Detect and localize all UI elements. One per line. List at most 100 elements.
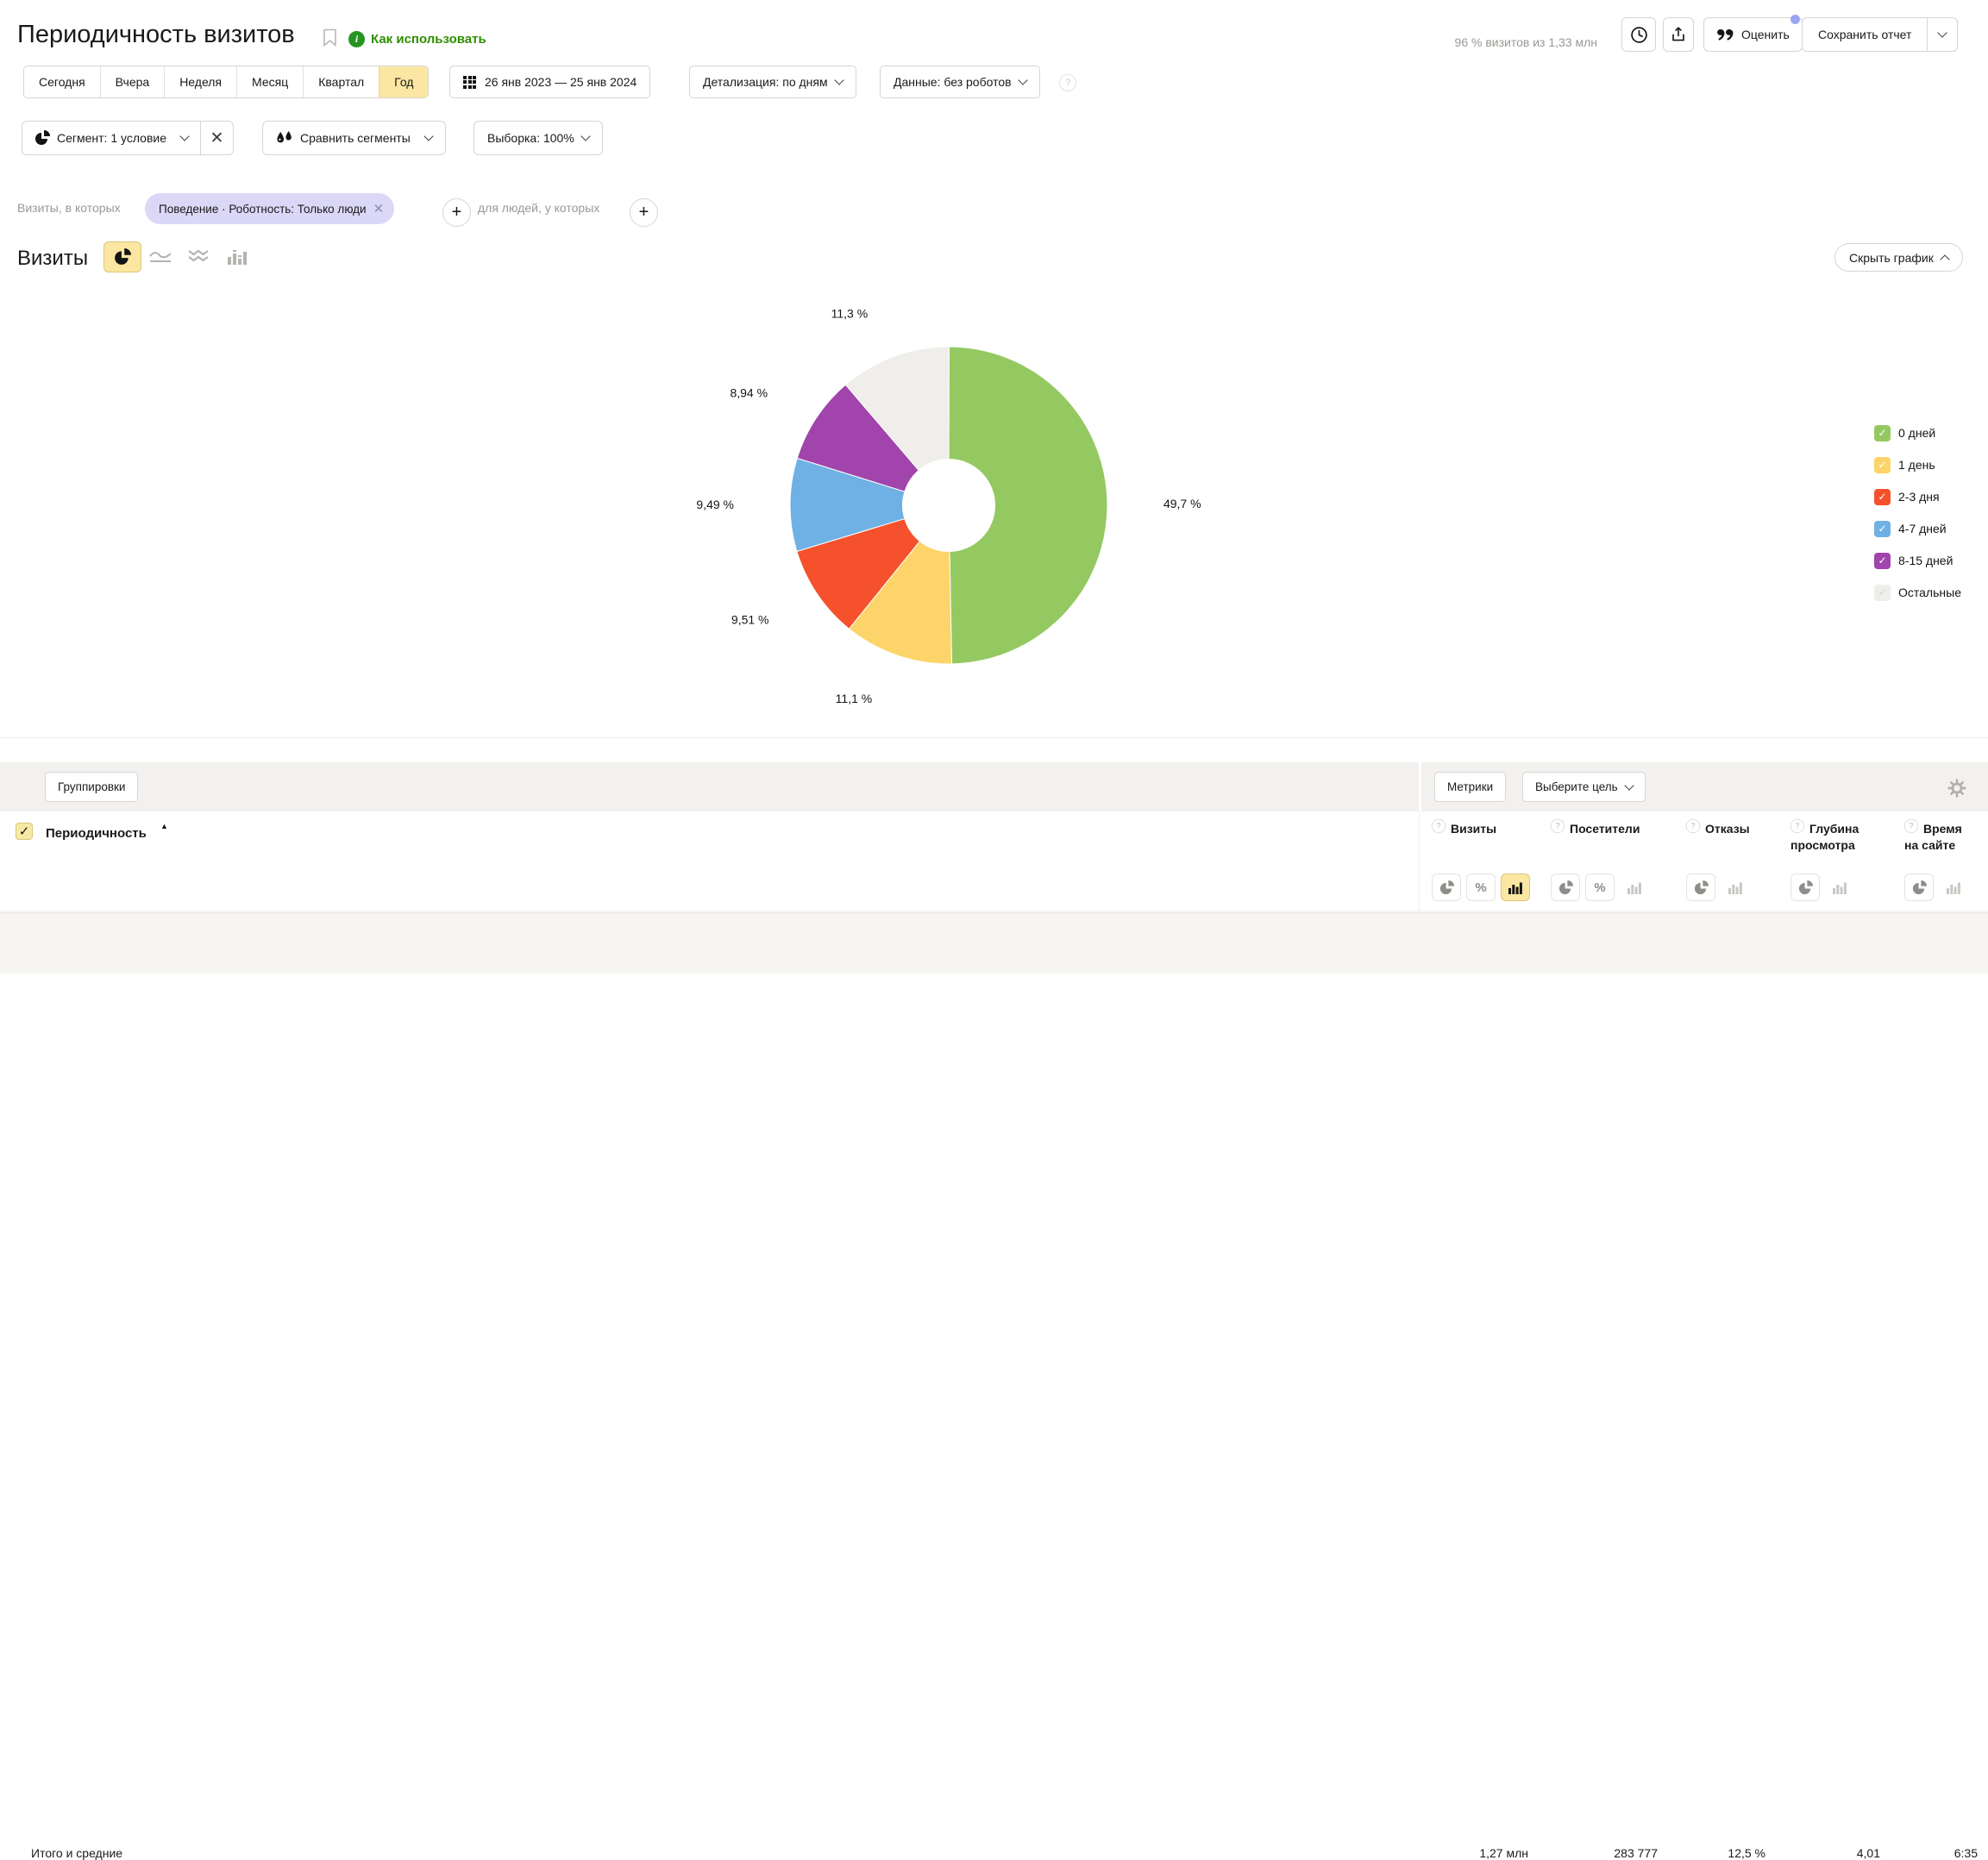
metric-mode-pie-button[interactable]: [1686, 874, 1715, 901]
bar-mode-icon: [1947, 882, 1960, 894]
panel-divider: [1419, 811, 1420, 911]
detail-dropdown[interactable]: Детализация: по дням: [689, 66, 856, 98]
metric-mode-pie-button[interactable]: [1551, 874, 1580, 901]
filter-chip[interactable]: Поведение · Роботность: Только люди ✕: [145, 193, 395, 224]
chevron-down-icon: [580, 131, 591, 141]
legend-item[interactable]: ✓ 0 дней: [1874, 424, 1961, 442]
metric-mode-pie-button[interactable]: [1904, 874, 1934, 901]
legend-label: 0 дней: [1898, 426, 1936, 440]
metric-mode-switcher: [1790, 874, 1854, 901]
metric-label: Посетители: [1570, 822, 1640, 836]
chart-type-pie-button[interactable]: [103, 241, 141, 272]
dimension-checkbox[interactable]: ✓: [16, 823, 33, 840]
legend-checkbox[interactable]: ✓: [1874, 456, 1891, 473]
filter-chip-label: Поведение · Роботность: Только люди: [159, 202, 367, 216]
tab-quarter[interactable]: Квартал: [303, 66, 379, 97]
legend-item[interactable]: ✓ 4-7 дней: [1874, 520, 1961, 537]
totals-value: 6:35: [1954, 1846, 1978, 1860]
legend-item[interactable]: ✓ 8-15 дней: [1874, 552, 1961, 569]
sampling-dropdown[interactable]: Выборка: 100%: [473, 121, 603, 155]
goal-dropdown[interactable]: Выберите цель: [1522, 772, 1646, 802]
metric-mode-bar-button[interactable]: [1939, 874, 1968, 901]
tab-year[interactable]: Год: [379, 66, 429, 97]
history-button[interactable]: [1621, 17, 1656, 52]
groupings-button[interactable]: Группировки: [45, 772, 139, 802]
metric-mode-bar-button[interactable]: [1620, 874, 1649, 901]
save-report-button[interactable]: Сохранить отчет: [1802, 17, 1928, 52]
pie-label-3: 9,49 %: [696, 498, 734, 511]
legend-checkbox[interactable]: ✓: [1874, 424, 1891, 442]
export-button[interactable]: [1663, 17, 1694, 52]
metrics-toolbar: [1421, 762, 1988, 811]
info-icon: i: [348, 31, 365, 47]
pie-slice-4[interactable]: [796, 384, 950, 506]
metric-mode-percent-button[interactable]: %: [1585, 874, 1615, 901]
detail-value: Детализация: по дням: [703, 75, 828, 89]
segment-dropdown[interactable]: Сегмент: 1 условие: [22, 121, 202, 155]
metric-mode-pie-button[interactable]: [1432, 874, 1461, 901]
table-settings-button[interactable]: [1947, 779, 1966, 802]
save-report-menu-button[interactable]: [1927, 17, 1959, 52]
legend-item[interactable]: ✓ Остальные: [1874, 584, 1961, 601]
data-mode-dropdown[interactable]: Данные: без роботов: [880, 66, 1040, 98]
chart-type-line-button[interactable]: [141, 241, 179, 272]
legend-checkbox[interactable]: ✓: [1874, 552, 1891, 569]
chevron-down-icon: [1017, 75, 1028, 85]
filter-chip-remove-icon[interactable]: ✕: [373, 202, 385, 216]
add-visit-condition-button[interactable]: +: [442, 198, 471, 227]
hide-chart-button[interactable]: Скрыть график: [1834, 243, 1963, 272]
legend-checkbox[interactable]: ✓: [1874, 520, 1891, 537]
segment-value: Сегмент: 1 условие: [57, 131, 167, 145]
metric-help-icon[interactable]: ?: [1685, 818, 1701, 834]
tab-week[interactable]: Неделя: [164, 66, 237, 97]
metric-mode-percent-button[interactable]: %: [1466, 874, 1496, 901]
compare-drops-icon: [277, 130, 292, 142]
legend-checkbox[interactable]: ✓: [1874, 584, 1891, 601]
sort-asc-icon[interactable]: ▲: [160, 822, 168, 830]
pie-slice-5[interactable]: [844, 346, 950, 507]
metric-mode-bar-button[interactable]: [1825, 874, 1854, 901]
rate-button[interactable]: Оценить: [1703, 15, 1803, 52]
help-icon[interactable]: ?: [1059, 74, 1076, 91]
pie-chart-icon: [115, 248, 131, 265]
legend-item[interactable]: ✓ 1 день: [1874, 456, 1961, 473]
legend-item[interactable]: ✓ 2-3 дня: [1874, 488, 1961, 505]
stacked-areas-icon: [188, 249, 209, 262]
tab-month[interactable]: Месяц: [236, 66, 304, 97]
pie-slice-2[interactable]: [796, 504, 950, 629]
pie-mode-icon: [1558, 880, 1573, 894]
how-to-use-link[interactable]: Как использовать: [371, 32, 486, 47]
compare-segments-dropdown[interactable]: Сравнить сегменты: [262, 121, 446, 155]
gear-icon: [1947, 779, 1966, 798]
bar-mode-icon: [1508, 882, 1522, 894]
save-report-group: Сохранить отчет: [1802, 17, 1959, 52]
metric-help-icon[interactable]: ?: [1550, 818, 1565, 834]
metric-mode-bar-button[interactable]: [1501, 874, 1530, 901]
date-range-button[interactable]: 26 янв 2023 — 25 янв 2024: [449, 66, 651, 98]
metric-help-icon[interactable]: ?: [1431, 818, 1446, 834]
metric-help-icon[interactable]: ?: [1790, 818, 1805, 834]
divider: [0, 737, 1988, 738]
bookmark-icon[interactable]: [323, 28, 337, 52]
legend-label: Остальные: [1898, 586, 1961, 599]
pie-slice-3[interactable]: [789, 457, 950, 553]
metric-help-icon[interactable]: ?: [1903, 818, 1919, 834]
tab-yesterday[interactable]: Вчера: [99, 66, 165, 97]
pie-label-1: 11,1 %: [836, 692, 873, 705]
metric-mode-bar-button[interactable]: [1721, 874, 1750, 901]
pie-hole: [902, 459, 995, 552]
tab-today[interactable]: Сегодня: [24, 66, 100, 97]
metric-column-header: ? Глубина просмотра: [1790, 818, 1880, 854]
segment-clear-button[interactable]: ✕: [201, 121, 235, 155]
chart-type-columns-button[interactable]: [217, 241, 255, 272]
pie-slice-0[interactable]: [948, 346, 1108, 665]
metrics-button[interactable]: Метрики: [1434, 772, 1507, 802]
metric-mode-switcher: %: [1432, 874, 1530, 901]
clock-icon: [1630, 26, 1647, 43]
metric-mode-pie-button[interactable]: [1790, 874, 1820, 901]
legend-checkbox[interactable]: ✓: [1874, 488, 1891, 505]
chart-legend: ✓ 0 дней ✓ 1 день ✓ 2-3 дня ✓ 4-7 дней ✓ 8-15 дне…: [1874, 424, 1961, 616]
metric-column-header: ? Время на сайте: [1903, 818, 1978, 854]
chart-type-stacked-button[interactable]: [179, 241, 217, 272]
add-people-condition-button[interactable]: +: [630, 198, 658, 227]
